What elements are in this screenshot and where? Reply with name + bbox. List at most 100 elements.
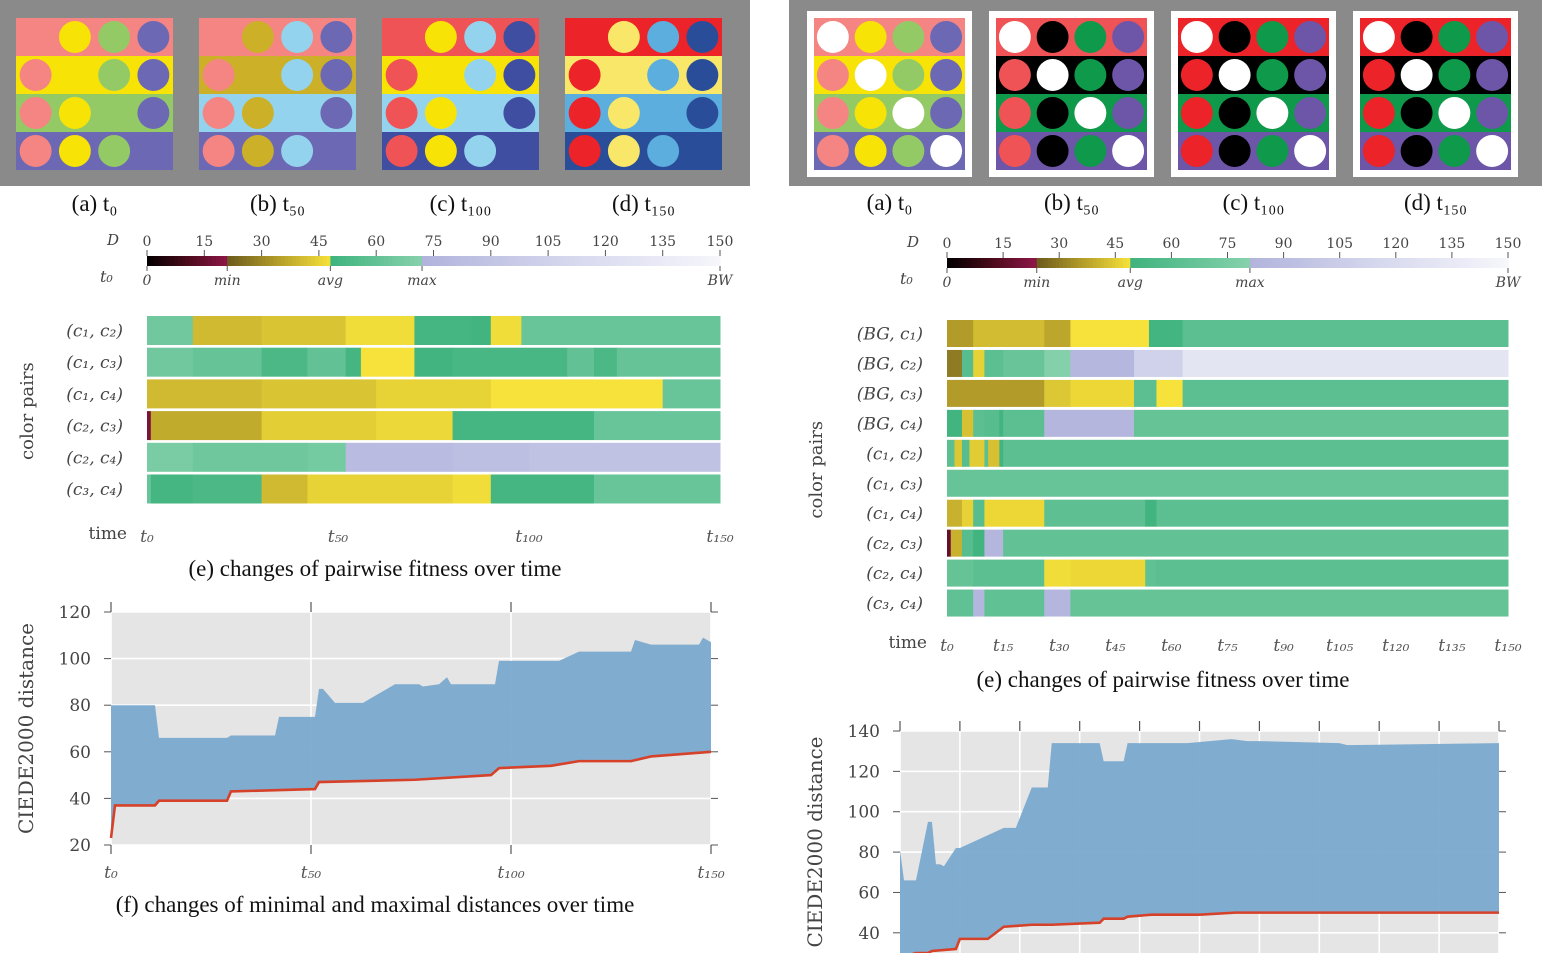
right-heat-cell bbox=[947, 379, 1045, 407]
right-heat-cell bbox=[984, 589, 1045, 617]
left-scale-cell bbox=[529, 256, 534, 266]
right-area-ytick-label: 60 bbox=[858, 883, 880, 903]
left-swatch-dot bbox=[424, 97, 457, 129]
right-swatch-dot bbox=[1180, 21, 1213, 53]
right-scale-cell bbox=[1145, 258, 1150, 268]
right-scale-cell bbox=[1021, 258, 1027, 268]
right-heat-cell bbox=[1156, 499, 1509, 527]
right-heat-time-tick: t₉₀ bbox=[1273, 636, 1294, 656]
right-scale-cell bbox=[1029, 258, 1034, 268]
right-swatch-caption: (a) t₀ bbox=[867, 190, 913, 215]
left-swatch-dot bbox=[686, 59, 719, 91]
left-scale-cell bbox=[513, 256, 519, 266]
right-swatch-dot bbox=[1180, 135, 1213, 167]
left-scale-cell bbox=[632, 256, 637, 266]
right-heat-cell bbox=[984, 529, 1004, 557]
left-scale-cell bbox=[704, 256, 710, 266]
right-scale-cell bbox=[1249, 258, 1255, 268]
left-area-ytick-label: 100 bbox=[59, 650, 91, 670]
left-heat-cell bbox=[147, 347, 194, 377]
left-scale-cell bbox=[391, 256, 396, 266]
left-scale-cell bbox=[674, 256, 679, 266]
left-scale-cell bbox=[326, 256, 331, 266]
right-scale-cell bbox=[1163, 258, 1169, 268]
left-heat-cell bbox=[261, 411, 377, 441]
right-heat-time-tick: t₀ bbox=[940, 636, 954, 656]
left-scale-cell bbox=[196, 256, 202, 266]
left-scale-cell bbox=[399, 256, 404, 266]
right-scale-cell bbox=[1287, 258, 1292, 268]
right-area-band bbox=[900, 739, 1499, 953]
right-heat-cell bbox=[973, 559, 1045, 587]
left-swatch-dot bbox=[424, 21, 457, 53]
right-swatch-dot bbox=[1074, 21, 1107, 53]
left-swatch-dot bbox=[58, 21, 91, 53]
left-scale-cell bbox=[590, 256, 595, 266]
right-scale-cell bbox=[1264, 258, 1270, 268]
right-scale-cell bbox=[1062, 258, 1068, 268]
left-heat-cell bbox=[307, 474, 454, 504]
left-scale-cell bbox=[548, 256, 553, 266]
left-swatch-dot bbox=[19, 135, 52, 167]
left-scale-cell bbox=[181, 256, 186, 266]
left-swatch-dot bbox=[241, 135, 274, 167]
right-swatch-dot bbox=[1074, 135, 1107, 167]
left-heat-cell bbox=[490, 474, 595, 504]
right-swatch-dot bbox=[1476, 97, 1509, 129]
left-swatch-dot bbox=[98, 59, 131, 91]
left-scale-tick: 30 bbox=[253, 234, 271, 250]
left-scale-cell bbox=[322, 256, 328, 266]
left-heat-time-tick: t₁₅₀ bbox=[706, 527, 733, 547]
left-scale-cell bbox=[211, 256, 217, 266]
left-heat-time-tick: t₁₀₀ bbox=[515, 527, 542, 547]
right-scale-cell bbox=[1309, 258, 1315, 268]
right-scale-cell bbox=[1182, 258, 1187, 268]
right-scale-cell bbox=[1119, 258, 1124, 268]
left-heat-cell bbox=[452, 347, 568, 377]
right-swatch-dot bbox=[1438, 97, 1471, 129]
right-scale-cell bbox=[1350, 258, 1356, 268]
right-heat-cell bbox=[961, 349, 974, 377]
right-scale-cell bbox=[1018, 258, 1023, 268]
right-scale-cell bbox=[1081, 258, 1086, 268]
left-scale-cell bbox=[643, 256, 649, 266]
left-area-caption: (f) changes of minimal and maximal dista… bbox=[116, 892, 635, 917]
right-scale-cell bbox=[1238, 258, 1244, 268]
left-scale-cell bbox=[456, 256, 461, 266]
left-heat-cell bbox=[307, 442, 347, 472]
left-scale-cell bbox=[609, 256, 614, 266]
left-scale-cell bbox=[402, 256, 408, 266]
right-scale-cell bbox=[1092, 258, 1098, 268]
right-swatch-dot bbox=[1112, 135, 1145, 167]
right-heat-cell bbox=[973, 349, 985, 377]
right-scale-cell bbox=[1175, 258, 1180, 268]
left-scale-cell bbox=[284, 256, 289, 266]
right-scale-marker: BW bbox=[1495, 275, 1522, 291]
left-swatch-dot bbox=[385, 135, 418, 167]
right-scale-cell bbox=[1380, 258, 1386, 268]
left-scale-cell bbox=[330, 256, 335, 266]
left-swatch-dot bbox=[607, 135, 640, 167]
right-swatch-dot bbox=[1400, 97, 1433, 129]
left-scale-tick: 120 bbox=[592, 234, 619, 250]
right-area-ytick-label: 100 bbox=[848, 803, 880, 823]
left-swatch-strip: (a) t₀ (b) t₅₀ (c) t₁₀₀ (d) t₁₅₀ bbox=[0, 0, 750, 216]
left-heat-cell bbox=[192, 316, 263, 345]
left-scale-cell bbox=[655, 256, 660, 266]
right-swatch-dot bbox=[1294, 135, 1327, 167]
left-scale-cell bbox=[517, 256, 522, 266]
left-scale-cell bbox=[334, 256, 339, 266]
right-scale-cell bbox=[1156, 258, 1161, 268]
left-scale-cell bbox=[586, 256, 591, 266]
left-scale-cell bbox=[475, 256, 480, 266]
left-scale-cell bbox=[169, 256, 175, 266]
left-scale-cell bbox=[166, 256, 171, 266]
right-scale-cell bbox=[1152, 258, 1158, 268]
left-swatch-dot bbox=[320, 97, 353, 129]
right-heat-cell bbox=[961, 499, 974, 527]
right-scale-cell bbox=[1279, 258, 1285, 268]
right-scale-cell bbox=[1504, 258, 1509, 268]
right-swatch-dot bbox=[1036, 97, 1069, 129]
right-heat-cell bbox=[1044, 409, 1135, 437]
